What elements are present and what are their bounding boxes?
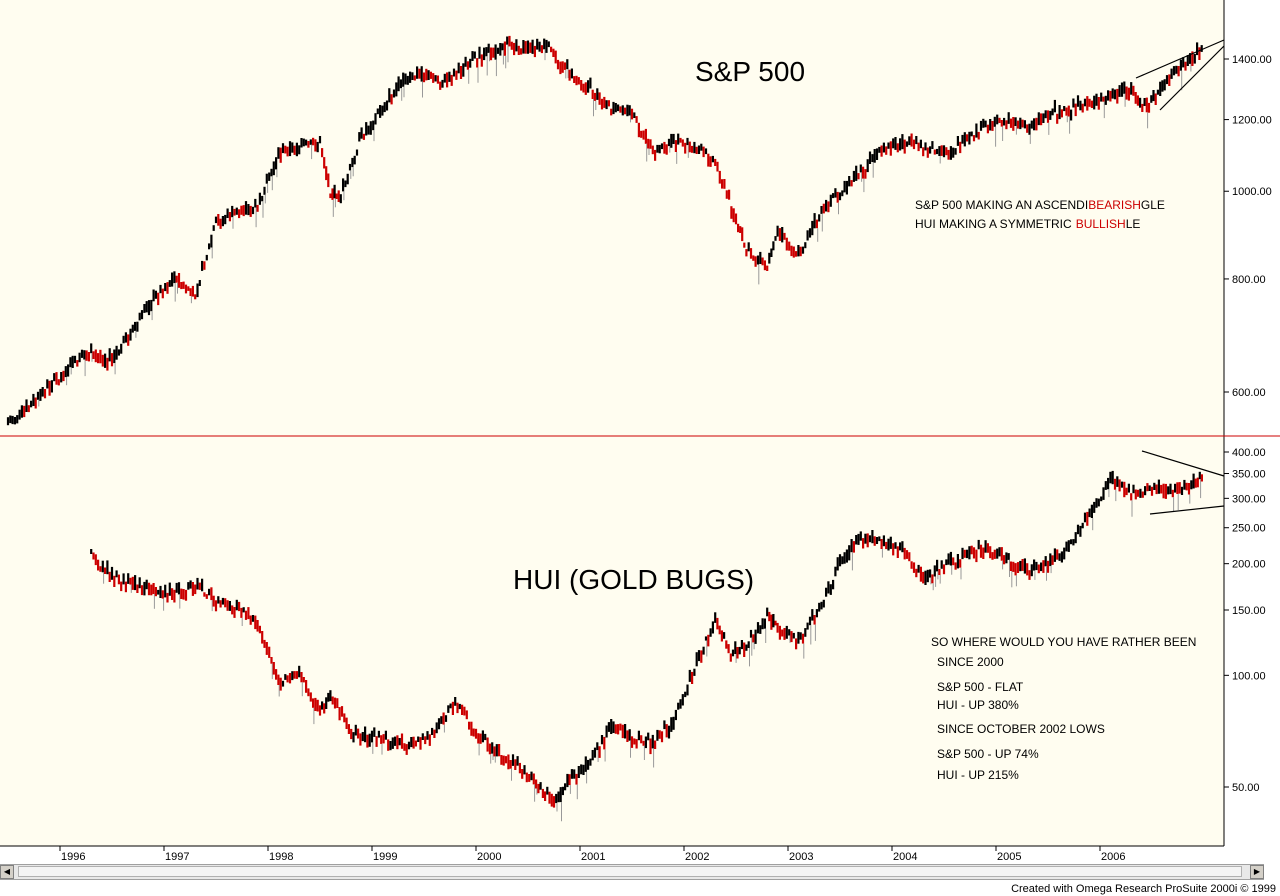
x-tick-label: 2000 [477, 851, 501, 863]
chart-svg: 600.00 800.00 1000.00 1200.00 1400.00 50.00 10… [0, 0, 1280, 864]
summary-hui-380: HUI - UP 380% [937, 698, 1019, 712]
summary-sp-flat: S&P 500 - FLAT [937, 680, 1024, 694]
summary-question: SO WHERE WOULD YOU HAVE RATHER BEEN [931, 635, 1196, 649]
hui-y-tick-label: 150.00 [1232, 605, 1266, 617]
sp500-wedge-upper-trendline [1135, 39, 1225, 79]
sp500-pattern-text: S&P 500 MAKING AN ASCENDI [915, 198, 1088, 212]
sp500-y-tick-label: 600.00 [1232, 387, 1266, 399]
x-axis-background [0, 846, 1224, 864]
sp500-title: S&P 500 [695, 56, 805, 87]
sp500-series [6, 35, 1203, 426]
hui-pattern-suffix: LE [1126, 217, 1141, 231]
horizontal-scrollbar[interactable]: ◀ ▶ [0, 864, 1264, 880]
hui-triangle-upper-trendline [1141, 450, 1225, 477]
hui-pattern-text: HUI MAKING A SYMMETRIC [915, 217, 1072, 231]
y-axis-background [1224, 0, 1280, 864]
x-tick-label: 2001 [581, 851, 605, 863]
hui-series [90, 470, 1204, 822]
y-axis-ticks: 600.00 800.00 1000.00 1200.00 1400.00 50.00 10… [1224, 54, 1272, 794]
summary-since-2000: SINCE 2000 [937, 655, 1004, 669]
summary-hui-215: HUI - UP 215% [937, 768, 1019, 782]
x-tick-label: 1996 [61, 851, 85, 863]
x-tick-label: 1997 [165, 851, 189, 863]
bearish-label: BEARISH [1088, 198, 1141, 212]
sp500-y-tick-label: 1200.00 [1232, 115, 1272, 127]
scroll-thumb[interactable] [18, 866, 1242, 877]
hui-y-tick-label: 50.00 [1232, 782, 1260, 794]
x-tick-label: 2002 [685, 851, 709, 863]
hui-title: HUI (GOLD BUGS) [513, 564, 754, 595]
sp500-pattern-suffix: GLE [1141, 198, 1165, 212]
sp500-y-tick-label: 1400.00 [1232, 54, 1272, 66]
sp500-y-tick-label: 800.00 [1232, 274, 1266, 286]
x-tick-label: 1999 [373, 851, 397, 863]
hui-y-tick-label: 350.00 [1232, 469, 1266, 481]
x-tick-label: 2005 [997, 851, 1021, 863]
hui-triangle-lower-trendline [1149, 505, 1225, 515]
x-tick-label: 2004 [893, 851, 917, 863]
x-axis-ticks: 1996 1997 1998 1999 2000 2001 2002 2003 2004 2005… [59, 846, 1125, 863]
x-tick-label: 2006 [1101, 851, 1125, 863]
sp500-wedge-lower-trendline [1159, 45, 1225, 111]
hui-y-tick-label: 300.00 [1232, 493, 1266, 505]
hui-y-tick-label: 400.00 [1232, 447, 1266, 459]
bullish-label: BULLISH [1076, 217, 1126, 231]
hui-pattern-annotation: HUI MAKING A SYMMETRIC BULLISHLE [915, 217, 1140, 231]
hui-y-tick-label: 100.00 [1232, 670, 1266, 682]
hui-y-tick-label: 250.00 [1232, 523, 1266, 535]
scroll-right-icon[interactable]: ▶ [1250, 865, 1264, 879]
summary-since-oct-2002: SINCE OCTOBER 2002 LOWS [937, 722, 1105, 736]
chart-background [0, 0, 1224, 846]
footer-credit: Created with Omega Research ProSuite 200… [1011, 883, 1276, 895]
scroll-left-icon[interactable]: ◀ [0, 865, 14, 879]
sp500-pattern-annotation: S&P 500 MAKING AN ASCENDIBEARISHGLE [915, 198, 1165, 212]
hui-y-tick-label: 200.00 [1232, 559, 1266, 571]
x-tick-label: 2003 [789, 851, 813, 863]
summary-sp-74: S&P 500 - UP 74% [937, 747, 1039, 761]
sp500-y-tick-label: 1000.00 [1232, 186, 1272, 198]
x-tick-label: 1998 [269, 851, 293, 863]
